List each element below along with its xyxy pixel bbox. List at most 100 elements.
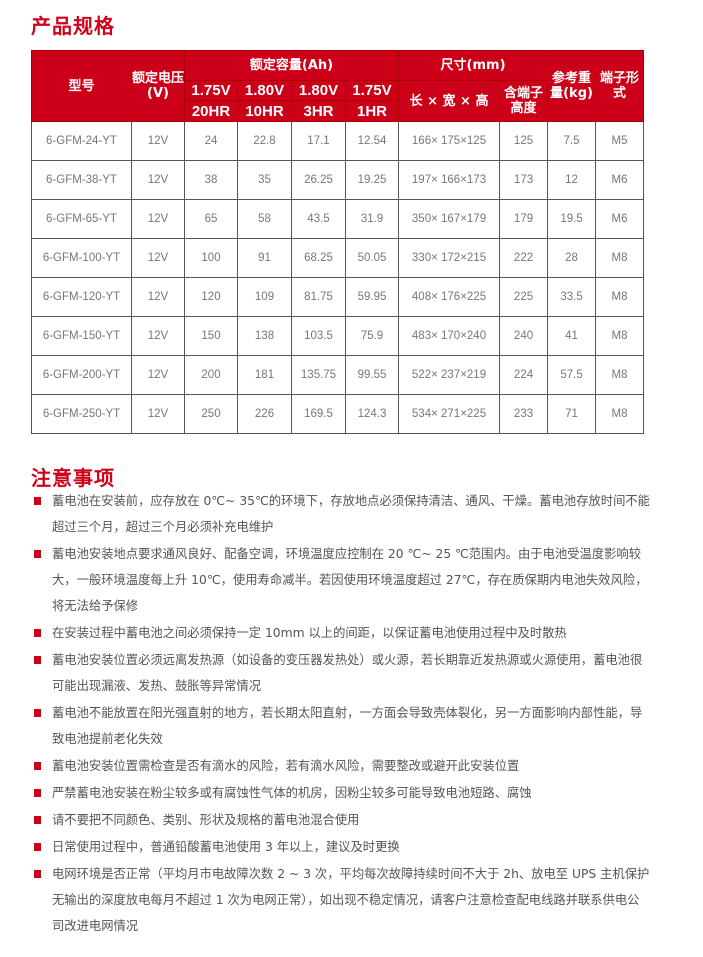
note-item: 严禁蓄电池安装在粉尘较多或有腐蚀性气体的机房，因粉尘较多可能导致电池短路、腐蚀 xyxy=(31,780,651,806)
table-cell: 6-GFM-65-YT xyxy=(31,199,132,239)
table-cell: 124.3 xyxy=(344,394,400,434)
col-capacity: 额定容量(Ah) xyxy=(183,50,400,81)
col-size: 尺寸(mm) xyxy=(398,50,549,81)
table-row: 6-GFM-250-YT 12V 250 226 169.5 124.3 534× 271×… xyxy=(31,394,645,434)
table-cell: 50.05 xyxy=(344,238,400,278)
bullet-square-icon xyxy=(34,789,41,797)
note-text: 蓄电池安装位置必须远离发热源（如设备的变压器发热处）或火源，若长期靠近发热源或火… xyxy=(52,653,643,693)
table-cell: M8 xyxy=(595,238,645,278)
table-cell: 226 xyxy=(237,394,292,434)
cap-rate: 3HR xyxy=(291,100,346,122)
table-cell: 12V xyxy=(131,277,185,317)
table-cell: 181 xyxy=(237,355,292,395)
table-cell: 24 xyxy=(184,121,238,161)
table-cell: 12V xyxy=(131,199,185,239)
table-cell: 150 xyxy=(184,316,238,356)
table-cell: 109 xyxy=(237,277,292,317)
col-term-height: 含端子高度 xyxy=(499,80,549,122)
table-cell: 43.5 xyxy=(291,199,346,239)
table-cell: 12.54 xyxy=(344,121,400,161)
note-item: 蓄电池在安装前，应存放在 0℃~ 35℃的环境下，存放地点必须保持清洁、通风、干… xyxy=(31,488,651,540)
table-cell: 75.9 xyxy=(344,316,400,356)
table-cell: 99.55 xyxy=(344,355,400,395)
table-cell: 91 xyxy=(237,238,292,278)
table-cell: 38 xyxy=(184,160,238,200)
table-cell: 12V xyxy=(131,160,185,200)
bullet-square-icon xyxy=(34,816,41,824)
cap-rate: 10HR xyxy=(237,100,292,122)
table-cell: 19.25 xyxy=(344,160,400,200)
table-cell: 173 xyxy=(499,160,549,200)
note-text: 蓄电池安装地点要求通风良好、配备空调，环境温度应控制在 20 ℃~ 25 ℃范围… xyxy=(52,547,648,613)
cap-voltage: 1.75V xyxy=(184,80,238,101)
table-row: 6-GFM-100-YT 12V 100 91 68.25 50.05 330× 172×2… xyxy=(31,238,645,278)
table-cell: 6-GFM-100-YT xyxy=(31,238,132,278)
table-cell: 26.25 xyxy=(291,160,346,200)
table-cell: 58 xyxy=(237,199,292,239)
table-cell: 224 xyxy=(499,355,549,395)
table-cell: M8 xyxy=(595,394,645,434)
note-item: 蓄电池安装地点要求通风良好、配备空调，环境温度应控制在 20 ℃~ 25 ℃范围… xyxy=(31,541,651,619)
spec-title: 产品规格 xyxy=(31,14,115,38)
table-cell: 6-GFM-24-YT xyxy=(31,121,132,161)
spec-table: 型号 额定电压(V) 额定容量(Ah) 尺寸(mm) 参考重量(kg) 端子形式… xyxy=(31,50,645,434)
note-text: 严禁蓄电池安装在粉尘较多或有腐蚀性气体的机房，因粉尘较多可能导致电池短路、腐蚀 xyxy=(52,786,532,800)
note-item: 电网环境是否正常（平均月市电故障次数 2 ~ 3 次，平均每次故障持续时间不大于… xyxy=(31,861,651,939)
table-cell: 233 xyxy=(499,394,549,434)
table-cell: 71 xyxy=(547,394,597,434)
table-cell: 120 xyxy=(184,277,238,317)
table-cell: 330× 172×215 xyxy=(398,238,501,278)
note-item: 蓄电池安装位置必须远离发热源（如设备的变压器发热处）或火源，若长期靠近发热源或火… xyxy=(31,647,651,699)
table-cell: 19.5 xyxy=(547,199,597,239)
table-cell: 225 xyxy=(499,277,549,317)
note-text: 请不要把不同颜色、类别、形状及规格的蓄电池混合使用 xyxy=(52,813,360,827)
table-cell: 59.95 xyxy=(344,277,400,317)
note-item: 蓄电池安装位置需检查是否有滴水的风险，若有滴水风险，需要整改或避开此安装位置 xyxy=(31,753,651,779)
table-cell: 166× 175×125 xyxy=(398,121,501,161)
table-cell: 68.25 xyxy=(291,238,346,278)
table-cell: M5 xyxy=(595,121,645,161)
col-terminal: 端子形式 xyxy=(595,50,645,122)
note-item: 蓄电池不能放置在阳光强直射的地方，若长期太阳直射，一方面会导致壳体裂化，另一方面… xyxy=(31,700,651,752)
table-cell: M8 xyxy=(595,316,645,356)
note-text: 日常使用过程中，普通铅酸蓄电池使用 3 年以上，建议及时更换 xyxy=(52,840,400,854)
bullet-square-icon xyxy=(34,870,41,878)
bullet-square-icon xyxy=(34,550,41,558)
table-cell: M6 xyxy=(595,199,645,239)
table-cell: 6-GFM-38-YT xyxy=(31,160,132,200)
table-cell: 81.75 xyxy=(291,277,346,317)
note-text: 电网环境是否正常（平均月市电故障次数 2 ~ 3 次，平均每次故障持续时间不大于… xyxy=(52,867,650,933)
table-cell: 41 xyxy=(547,316,597,356)
table-cell: 240 xyxy=(499,316,549,356)
table-cell: 12V xyxy=(131,355,185,395)
table-cell: 534× 271×225 xyxy=(398,394,501,434)
bullet-square-icon xyxy=(34,762,41,770)
note-text: 蓄电池不能放置在阳光强直射的地方，若长期太阳直射，一方面会导致壳体裂化，另一方面… xyxy=(52,706,643,746)
table-row: 6-GFM-120-YT 12V 120 109 81.75 59.95 408× 176×… xyxy=(31,277,645,317)
table-cell: 12V xyxy=(131,316,185,356)
table-cell: 12 xyxy=(547,160,597,200)
table-cell: 222 xyxy=(499,238,549,278)
note-item: 请不要把不同颜色、类别、形状及规格的蓄电池混合使用 xyxy=(31,807,651,833)
table-cell: 12V xyxy=(131,394,185,434)
cap-voltage: 1.75V xyxy=(344,80,400,101)
table-cell: 179 xyxy=(499,199,549,239)
col-model: 型号 xyxy=(31,50,132,122)
table-cell: 6-GFM-150-YT xyxy=(31,316,132,356)
table-cell: 250 xyxy=(184,394,238,434)
table-cell: 6-GFM-250-YT xyxy=(31,394,132,434)
bullet-square-icon xyxy=(34,843,41,851)
table-cell: 125 xyxy=(499,121,549,161)
table-cell: M8 xyxy=(595,277,645,317)
table-cell: 408× 176×225 xyxy=(398,277,501,317)
table-row: 6-GFM-150-YT 12V 150 138 103.5 75.9 483× 170×2… xyxy=(31,316,645,356)
note-item: 在安装过程中蓄电池之间必须保持一定 10mm 以上的间距，以保证蓄电池使用过程中… xyxy=(31,620,651,646)
table-cell: 65 xyxy=(184,199,238,239)
col-weight: 参考重量(kg) xyxy=(547,50,597,122)
table-cell: 100 xyxy=(184,238,238,278)
table-cell: 33.5 xyxy=(547,277,597,317)
note-text: 在安装过程中蓄电池之间必须保持一定 10mm 以上的间距，以保证蓄电池使用过程中… xyxy=(52,626,567,640)
bullet-square-icon xyxy=(34,497,41,505)
table-cell: 350× 167×179 xyxy=(398,199,501,239)
table-row: 6-GFM-24-YT 12V 24 22.8 17.1 12.54 166× 175×12… xyxy=(31,121,645,161)
